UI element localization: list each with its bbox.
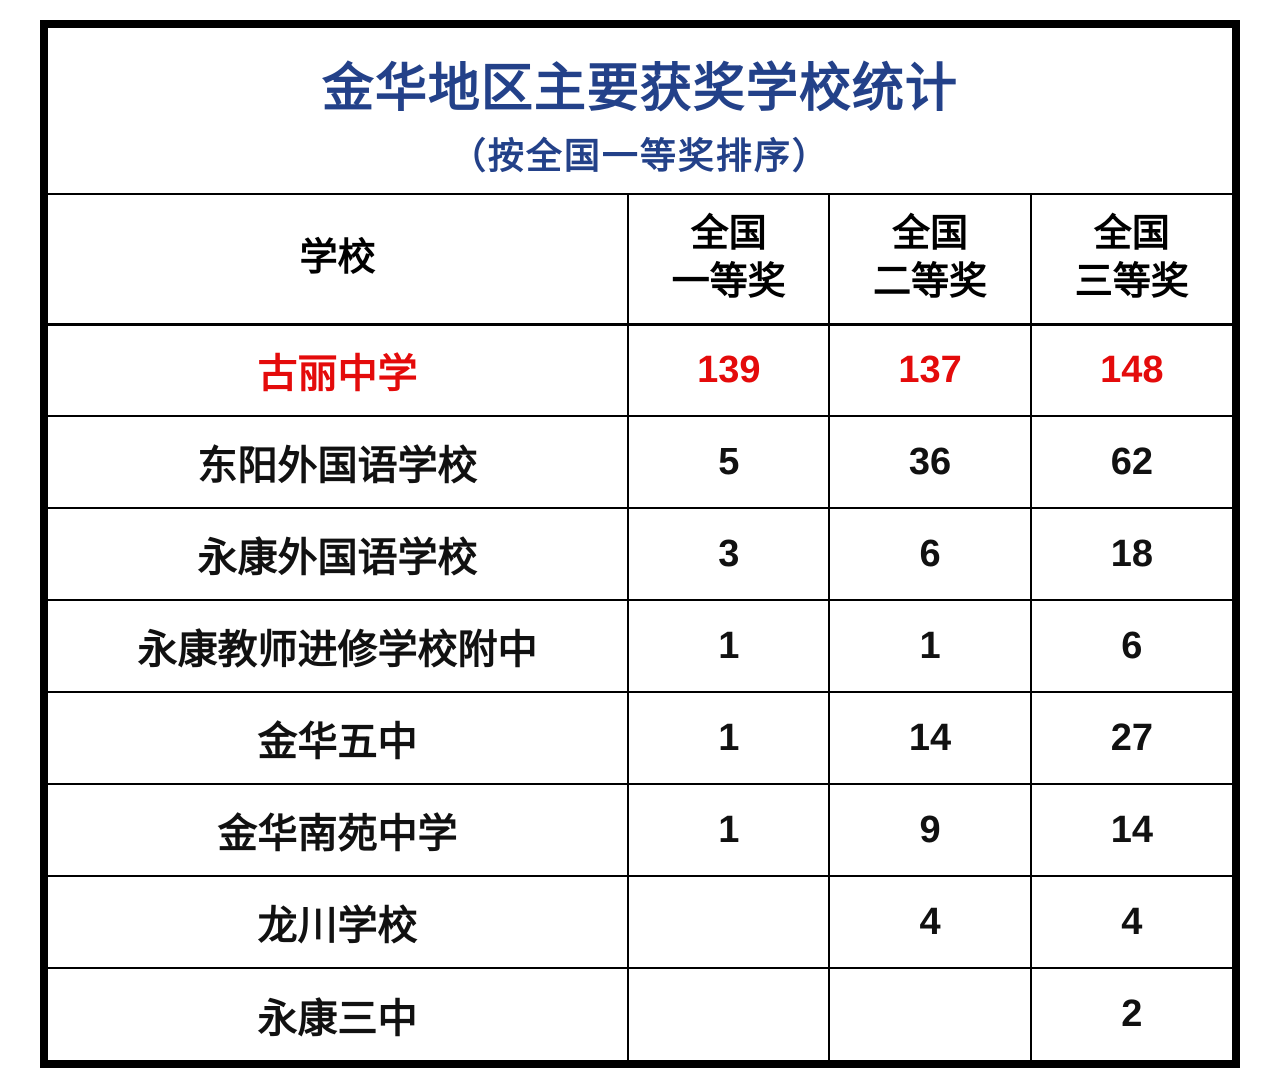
cell-second — [829, 968, 1030, 1060]
cell-third: 27 — [1031, 692, 1232, 784]
cell-third: 4 — [1031, 876, 1232, 968]
cell-first: 5 — [628, 416, 829, 508]
cell-first: 1 — [628, 784, 829, 876]
cell-second: 4 — [829, 876, 1030, 968]
cell-third: 6 — [1031, 600, 1232, 692]
cell-school: 永康教师进修学校附中 — [48, 600, 628, 692]
table-row: 东阳外国语学校53662 — [48, 416, 1232, 508]
cell-first: 139 — [628, 324, 829, 416]
cell-second: 14 — [829, 692, 1030, 784]
cell-third: 14 — [1031, 784, 1232, 876]
cell-third: 18 — [1031, 508, 1232, 600]
cell-school: 永康三中 — [48, 968, 628, 1060]
cell-first: 3 — [628, 508, 829, 600]
cell-third: 62 — [1031, 416, 1232, 508]
cell-first: 1 — [628, 600, 829, 692]
table-row: 永康教师进修学校附中116 — [48, 600, 1232, 692]
title-block: 金华地区主要获奖学校统计 （按全国一等奖排序） — [48, 28, 1232, 193]
col-header-second: 全国二等奖 — [829, 194, 1030, 324]
cell-school: 龙川学校 — [48, 876, 628, 968]
cell-school: 金华五中 — [48, 692, 628, 784]
awards-table: 学校 全国一等奖 全国二等奖 全国三等奖 古丽中学139137148东阳外国语学… — [48, 193, 1232, 1060]
cell-third: 2 — [1031, 968, 1232, 1060]
table-header-row: 学校 全国一等奖 全国二等奖 全国三等奖 — [48, 194, 1232, 324]
table-row: 金华南苑中学1914 — [48, 784, 1232, 876]
cell-school: 古丽中学 — [48, 324, 628, 416]
cell-school: 金华南苑中学 — [48, 784, 628, 876]
cell-school: 永康外国语学校 — [48, 508, 628, 600]
page-subtitle: （按全国一等奖排序） — [48, 127, 1232, 179]
col-header-first: 全国一等奖 — [628, 194, 829, 324]
cell-third: 148 — [1031, 324, 1232, 416]
cell-second: 1 — [829, 600, 1030, 692]
cell-second: 9 — [829, 784, 1030, 876]
table-row: 金华五中11427 — [48, 692, 1232, 784]
page-title: 金华地区主要获奖学校统计 — [48, 46, 1232, 121]
table-body: 古丽中学139137148东阳外国语学校53662永康外国语学校3618永康教师… — [48, 324, 1232, 1060]
cell-first — [628, 968, 829, 1060]
cell-school: 东阳外国语学校 — [48, 416, 628, 508]
table-row: 龙川学校 44 — [48, 876, 1232, 968]
cell-second: 6 — [829, 508, 1030, 600]
cell-second: 137 — [829, 324, 1030, 416]
cell-first — [628, 876, 829, 968]
table-row: 永康三中 2 — [48, 968, 1232, 1060]
col-header-school: 学校 — [48, 194, 628, 324]
col-header-third: 全国三等奖 — [1031, 194, 1232, 324]
table-row: 永康外国语学校3618 — [48, 508, 1232, 600]
cell-second: 36 — [829, 416, 1030, 508]
table-row: 古丽中学139137148 — [48, 324, 1232, 416]
cell-first: 1 — [628, 692, 829, 784]
table-frame: 金华地区主要获奖学校统计 （按全国一等奖排序） 学校 全国一等奖 全国二等奖 全… — [40, 20, 1240, 1068]
